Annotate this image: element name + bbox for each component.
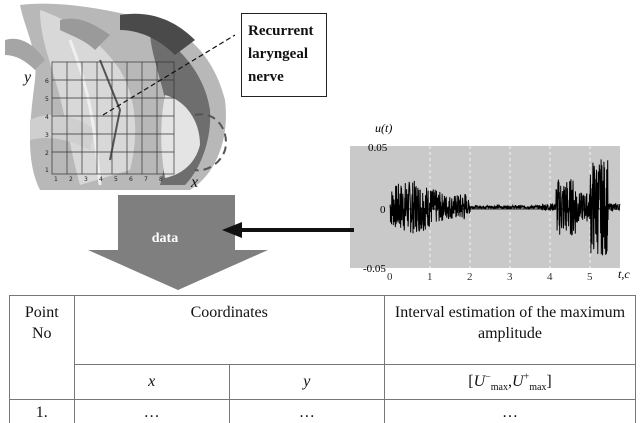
header-point-no: Point No <box>9 295 75 400</box>
grid-x-tick: 1 <box>54 176 58 183</box>
grid-y-tick: 6 <box>45 78 49 85</box>
subheader-interval: [U−max,U+max] <box>383 364 637 400</box>
x-tick-label: 2 <box>467 271 473 283</box>
row1-y: … <box>228 399 385 423</box>
nerve-label-line3: nerve <box>248 69 284 85</box>
grid-x-tick: 6 <box>129 176 133 183</box>
grid-x-tick: 4 <box>99 176 103 183</box>
grid-y-tick: 4 <box>45 114 49 121</box>
y-tick-label: 0 <box>380 204 386 216</box>
x-tick-label: 4 <box>547 271 553 283</box>
larynx-anatomy-illustration: 6 5 4 3 2 1 1 2 3 4 5 6 7 8 <box>0 0 235 190</box>
grid-y-tick: 3 <box>45 132 49 139</box>
data-flow-arrows <box>88 195 354 290</box>
anatomy-y-axis-label: y <box>24 69 32 86</box>
grid-y-tick: 1 <box>45 167 49 174</box>
header-point-no-text: Point No <box>24 304 59 342</box>
y-tick-label: 0.05 <box>368 142 388 154</box>
nerve-label-box: Recurrent laryngeal nerve <box>241 13 327 97</box>
signal-x-axis-label: t,c <box>618 267 630 281</box>
nerve-label-line1: Recurrent <box>248 23 314 39</box>
down-arrow <box>88 195 268 290</box>
grid-x-tick: 3 <box>84 176 88 183</box>
subheader-x: x <box>73 364 230 400</box>
row1-interval: … <box>383 399 637 423</box>
x-tick-label: 0 <box>387 271 393 283</box>
interval-formula: [U−max,U+max] <box>468 371 552 393</box>
grid-y-tick: 2 <box>45 150 49 157</box>
grid-x-tick: 5 <box>114 176 118 183</box>
header-interval-estimation: Interval estimation of the maximum ampli… <box>383 295 637 365</box>
header-coordinates: Coordinates <box>73 295 385 365</box>
grid-x-tick: 8 <box>159 176 163 183</box>
signal-plot: u(t) t,c 0.05 0 -0.05 0 1 2 3 4 5 <box>350 121 630 283</box>
anatomy-x-axis-label: x <box>191 174 199 191</box>
y-tick-label: -0.05 <box>363 263 386 275</box>
signal-y-axis-label: u(t) <box>375 121 392 135</box>
x-tick-label: 5 <box>587 271 593 283</box>
signal-trace <box>389 159 621 256</box>
nerve-label-line2: laryngeal <box>248 46 308 62</box>
data-arrow-label: data <box>151 231 179 246</box>
x-tick-label: 1 <box>427 271 433 283</box>
row1-x: … <box>73 399 230 423</box>
grid-y-tick: 5 <box>45 96 49 103</box>
left-arrow-head <box>222 222 242 238</box>
x-tick-label: 3 <box>507 271 513 283</box>
amplitude-table: Point No Coordinates Interval estimation… <box>9 295 637 423</box>
subheader-y: y <box>228 364 385 400</box>
row1-point: 1. <box>9 399 75 423</box>
grid-x-tick: 7 <box>144 176 148 183</box>
grid-x-tick: 2 <box>69 176 73 183</box>
